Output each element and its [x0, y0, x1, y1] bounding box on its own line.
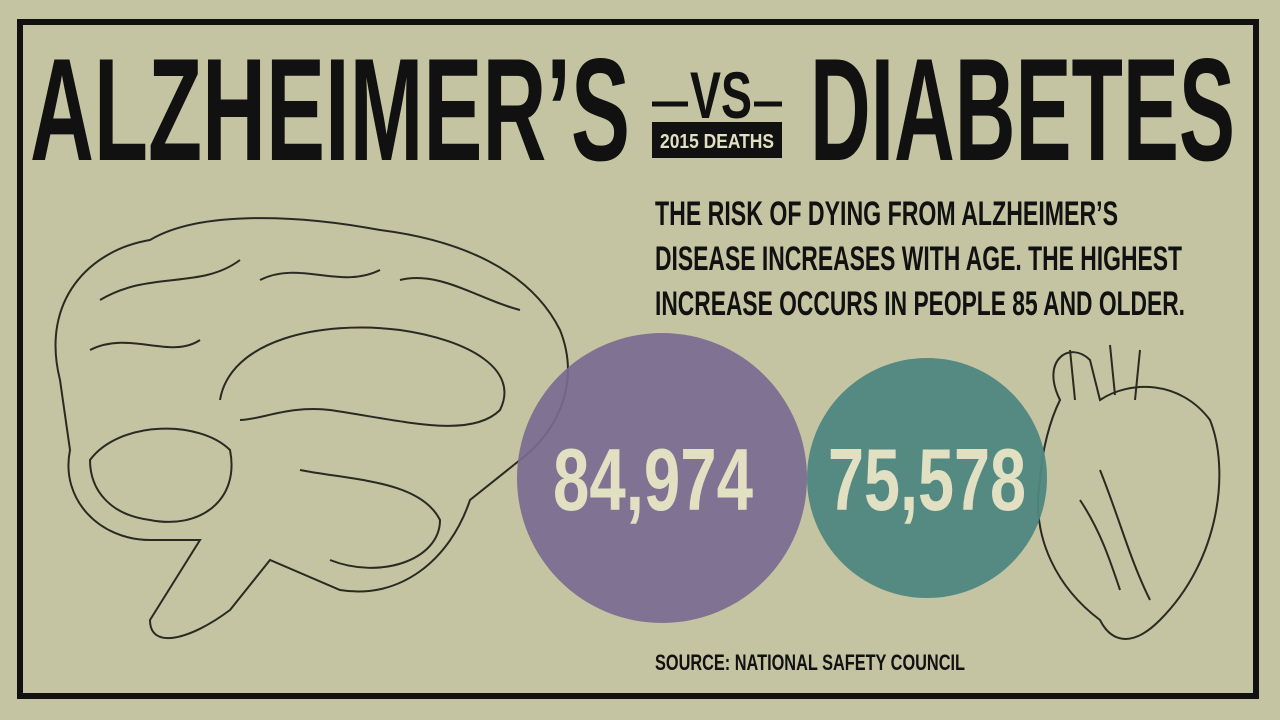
alzheimers-circle: [517, 333, 807, 623]
badge-text: 2015 DEATHS: [660, 131, 774, 153]
description-line: DISEASE INCREASES WITH AGE. THE HIGHEST: [655, 240, 1182, 278]
stat-value: 84,974: [553, 430, 753, 529]
badge: [652, 122, 782, 158]
frame: [17, 19, 1259, 699]
description-line: THE RISK OF DYING FROM ALZHEIMER’S: [655, 195, 1118, 233]
diabetes-circle: [807, 358, 1047, 598]
source: SOURCE: NATIONAL SAFETY COUNCIL: [655, 650, 965, 675]
title-left: ALZHEIMER’S: [30, 28, 630, 191]
stat-value: 75,578: [828, 430, 1026, 529]
description-line: INCREASE OCCURS IN PEOPLE 85 AND OLDER.: [655, 285, 1185, 323]
title-right: DIABETES: [810, 28, 1235, 191]
title-vs: VS: [690, 58, 752, 132]
